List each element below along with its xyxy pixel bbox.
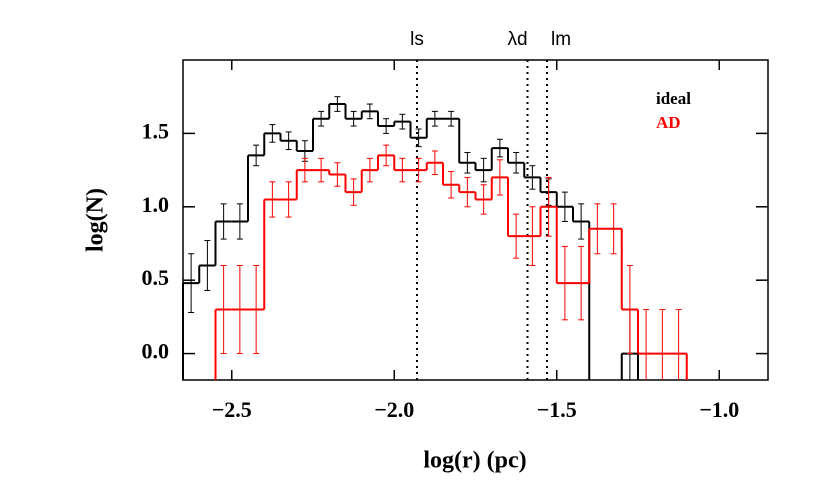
annotation-label: λd xyxy=(507,29,527,50)
y-tick-label: 1.5 xyxy=(142,118,170,143)
x-tick-label: −1.5 xyxy=(537,397,577,422)
x-tick-label: −2.0 xyxy=(374,397,414,422)
annotation-label: lm xyxy=(551,29,571,50)
x-tick-label: −1.0 xyxy=(699,397,739,422)
y-tick-label: 1.0 xyxy=(142,192,170,217)
legend-label: AD xyxy=(656,113,681,132)
x-axis-label: log(r) (pc) xyxy=(423,448,526,474)
y-tick-label: 0.0 xyxy=(142,339,170,364)
y-tick-label: 0.5 xyxy=(142,265,170,290)
legend-label: ideal xyxy=(656,89,691,108)
x-tick-label: −2.5 xyxy=(212,397,252,422)
plot-frame xyxy=(182,59,769,381)
annotation-label: ls xyxy=(410,29,424,50)
y-axis-label: log(N) xyxy=(83,188,109,252)
